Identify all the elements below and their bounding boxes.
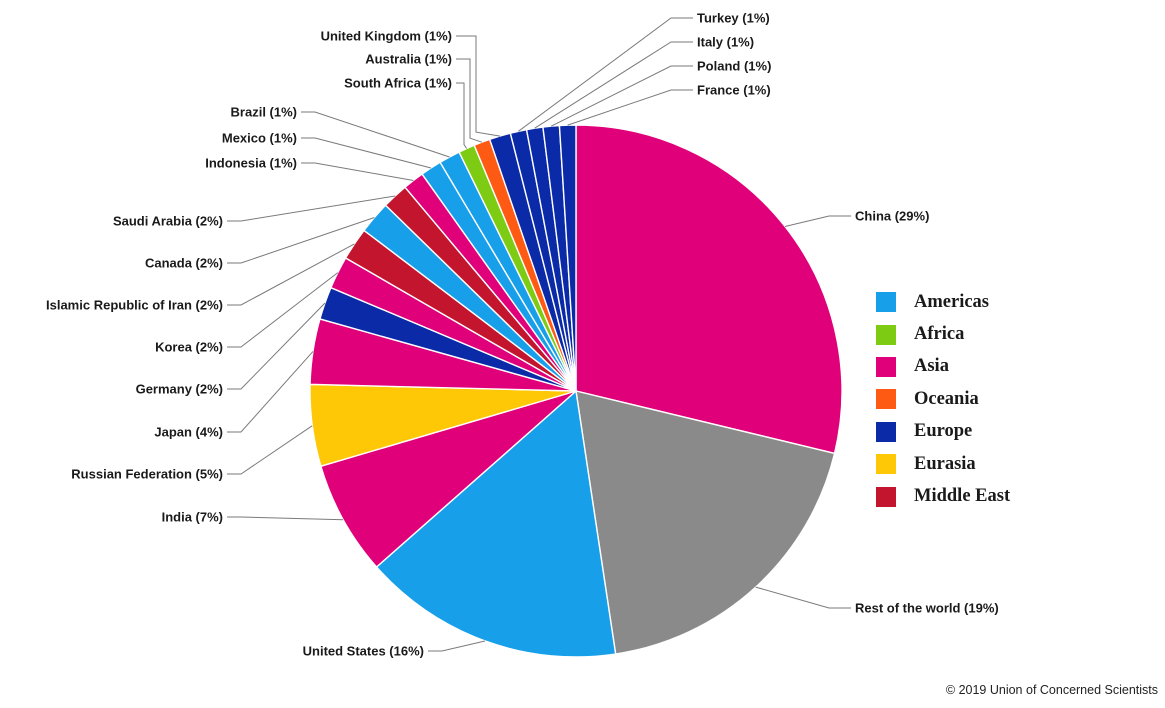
legend-swatch	[876, 356, 896, 377]
legend-label: Americas	[914, 291, 989, 312]
leader-rest-of-the-world	[755, 586, 851, 609]
pie-slices	[309, 124, 843, 658]
leader-germany	[227, 302, 326, 390]
label-poland: Poland (1%)	[697, 59, 771, 74]
label-united-states: United States (16%)	[303, 644, 424, 659]
label-islamic-republic-of-iran: Islamic Republic of Iran (2%)	[46, 298, 223, 313]
label-mexico: Mexico (1%)	[222, 131, 297, 146]
leader-lines	[227, 17, 851, 652]
leader-india	[227, 516, 344, 521]
label-france: France (1%)	[697, 83, 771, 98]
legend-swatch	[876, 454, 896, 475]
leader-korea	[227, 272, 339, 348]
leader-italy	[534, 41, 693, 129]
legend-swatch	[876, 421, 896, 442]
legend-item-middle-east: Middle East	[876, 480, 1010, 512]
label-korea: Korea (2%)	[155, 340, 223, 355]
slice-india	[319, 390, 577, 568]
slice-united-states	[375, 389, 617, 658]
legend-item-asia: Asia	[876, 351, 1010, 383]
label-turkey: Turkey (1%)	[697, 11, 770, 26]
legend-swatch	[876, 324, 896, 345]
label-india: India (7%)	[162, 510, 223, 525]
slice-labels: China (29%) Rest of the world (19%) United…	[46, 11, 999, 659]
leader-south-africa	[456, 82, 468, 149]
label-canada: Canada (2%)	[145, 256, 223, 271]
leader-islamic-republic-of-iran	[227, 243, 355, 306]
leader-mexico	[301, 137, 432, 169]
legend-swatch	[876, 389, 896, 410]
legend-swatch	[876, 486, 896, 507]
legend-item-africa: Africa	[876, 318, 1010, 350]
label-rest-of-the-world: Rest of the world (19%)	[855, 601, 999, 616]
leader-australia	[456, 58, 483, 143]
leader-japan	[227, 351, 314, 433]
legend-item-oceania: Oceania	[876, 383, 1010, 415]
label-italy: Italy (1%)	[697, 35, 754, 50]
legend-label: Eurasia	[914, 453, 976, 474]
legend-label: Africa	[914, 324, 965, 345]
leader-canada	[227, 217, 375, 264]
leader-china	[784, 215, 851, 227]
label-china: China (29%)	[855, 209, 929, 224]
legend-label: Asia	[914, 356, 949, 377]
legend: Americas Africa Asia Oceania Europe Eurasia Mi…	[876, 286, 1010, 513]
leader-russian-federation	[227, 425, 313, 475]
leader-indonesia	[301, 162, 414, 181]
leader-united-states	[428, 640, 486, 652]
legend-label: Middle East	[914, 486, 1011, 507]
legend-label: Oceania	[914, 388, 979, 409]
leader-saudi-arabia	[227, 195, 396, 222]
label-russian-federation: Russian Federation (5%)	[71, 467, 223, 482]
legend-item-europe: Europe	[876, 416, 1010, 448]
leader-france	[567, 89, 693, 126]
legend-item-americas: Americas	[876, 286, 1010, 318]
copyright-credit: © 2019 Union of Concerned Scientists	[945, 683, 1158, 697]
label-south-africa: South Africa (1%)	[344, 76, 452, 91]
label-australia: Australia (1%)	[365, 52, 452, 67]
label-brazil: Brazil (1%)	[231, 105, 297, 120]
leader-united-kingdom	[456, 35, 501, 137]
legend-swatch	[876, 292, 896, 313]
leader-turkey	[518, 17, 693, 132]
label-saudi-arabia: Saudi Arabia (2%)	[113, 214, 223, 229]
label-indonesia: Indonesia (1%)	[205, 156, 297, 171]
leader-brazil	[301, 111, 450, 158]
leader-poland	[550, 65, 693, 127]
label-germany: Germany (2%)	[136, 382, 223, 397]
label-japan: Japan (4%)	[154, 425, 223, 440]
label-united-kingdom: United Kingdom (1%)	[321, 29, 452, 44]
legend-label: Europe	[914, 421, 973, 442]
legend-item-eurasia: Eurasia	[876, 448, 1010, 480]
